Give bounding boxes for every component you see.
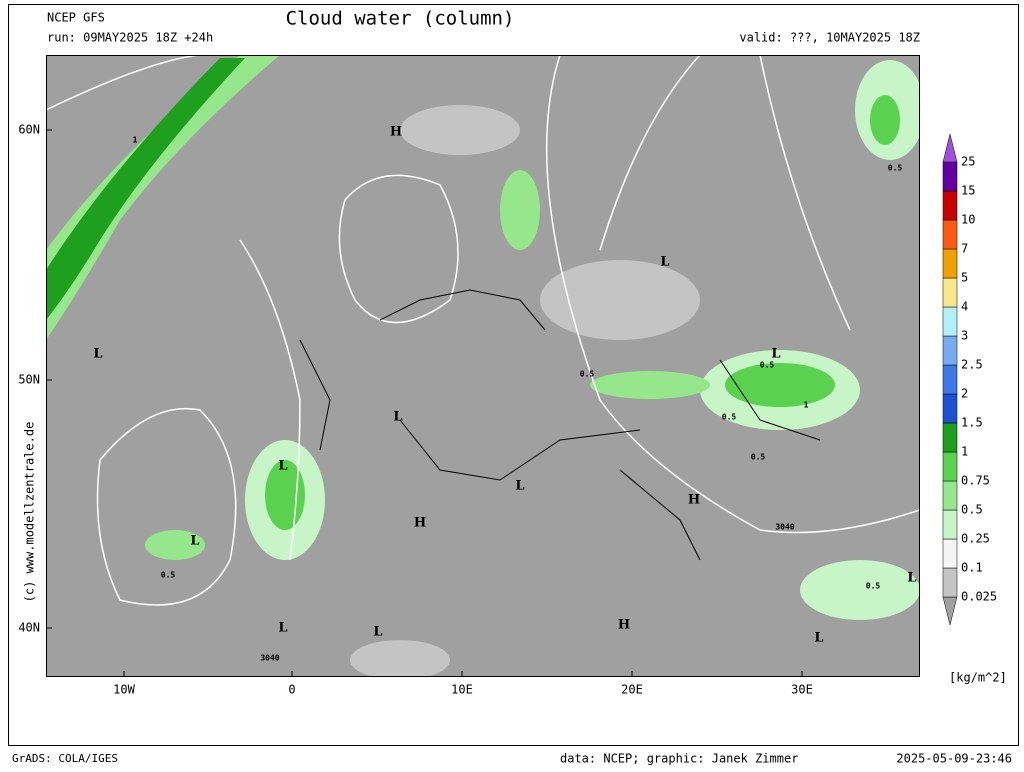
lon-label: 10E [451,683,473,697]
run: run: 09MAY2025 18Z +24h [47,31,213,45]
colorbar-swatch [942,219,958,250]
pressure-label: L [660,255,669,270]
lat-label: 50N [18,373,40,387]
lon-label: 10W [113,683,135,697]
contour-label: 3040 [260,654,279,663]
colorbar-swatch [942,277,958,308]
colorbar-swatch [942,364,958,395]
pressure-label: L [190,534,199,549]
contour-label: 3040 [775,523,794,532]
contour-label: 1 [133,136,138,145]
colorbar-swatch [942,451,958,482]
title: Cloud water (column) [286,8,515,30]
lon-label: 20E [621,683,643,697]
colorbar-label: 4 [961,300,968,314]
side-credit: (c) www.modellzentrale.de [23,422,37,603]
colorbar-swatch [942,161,958,192]
colorbar-label: 10 [961,213,975,227]
colorbar-label: 0.75 [961,474,990,488]
colorbar-label: 2 [961,387,968,401]
pressure-label: L [278,459,287,474]
lat-label: 40N [18,621,40,635]
colorbar-label: 0.1 [961,561,983,575]
pressure-label: H [688,493,700,508]
map-border [46,55,920,677]
contour-label: 0.5 [751,453,766,462]
pressure-label: H [390,125,402,140]
pressure-label: H [618,618,630,633]
contour-label: 0.5 [760,361,775,370]
map [46,55,920,677]
model: NCEP GFS [47,11,105,25]
colorbar-swatch [942,538,958,569]
cloud-fields [46,55,920,677]
contour-label: 0.5 [866,582,881,591]
colorbar-swatch [942,393,958,424]
colorbar-label: 1.5 [961,416,983,430]
pressure-label: L [515,479,524,494]
colorbar-swatch [942,596,958,626]
lon-label: 30E [791,683,813,697]
pressure-label: L [278,621,287,636]
colorbar-label: 0.025 [961,590,997,604]
contour-label: 1 [804,401,809,410]
colorbar-swatch [942,335,958,366]
footer-center: data: NCEP; graphic: Janek Zimmer [560,752,798,766]
pressure-label: H [414,516,426,531]
valid: valid: ???, 10MAY2025 18Z [739,31,920,45]
pressure-label: L [907,571,916,586]
colorbar-label: 5 [961,271,968,285]
pressure-label: L [814,631,823,646]
contour-label: 0.5 [722,413,737,422]
contour-label: 0.5 [580,370,595,379]
colorbar-label: 7 [961,242,968,256]
unit: [kg/m^2] [949,671,1007,685]
pressure-label: L [93,347,102,362]
colorbar-swatch [942,133,958,163]
pressure-label: L [771,347,780,362]
colorbar-label: 25 [961,155,975,169]
colorbar-label: 2.5 [961,358,983,372]
colorbar-swatch [942,190,958,221]
colorbar-label: 3 [961,329,968,343]
colorbar-swatch [942,480,958,511]
colorbar-swatch [942,306,958,337]
colorbar-swatch [942,248,958,279]
contour-label: 0.5 [888,164,903,173]
colorbar-swatch [942,422,958,453]
colorbar-label: 15 [961,184,975,198]
colorbar-label: 1 [961,445,968,459]
pressure-label: L [393,410,402,425]
lon-label: 0 [288,683,295,697]
colorbar-swatch [942,509,958,540]
colorbar-swatch [942,567,958,598]
lat-label: 60N [18,123,40,137]
footer-right: 2025-05-09-23:46 [896,752,1012,766]
footer-left: GrADS: COLA/IGES [12,752,118,765]
colorbar-label: 0.5 [961,503,983,517]
pressure-label: L [373,625,382,640]
colorbar-label: 0.25 [961,532,990,546]
frame [8,4,1019,746]
contour-label: 0.5 [161,571,176,580]
